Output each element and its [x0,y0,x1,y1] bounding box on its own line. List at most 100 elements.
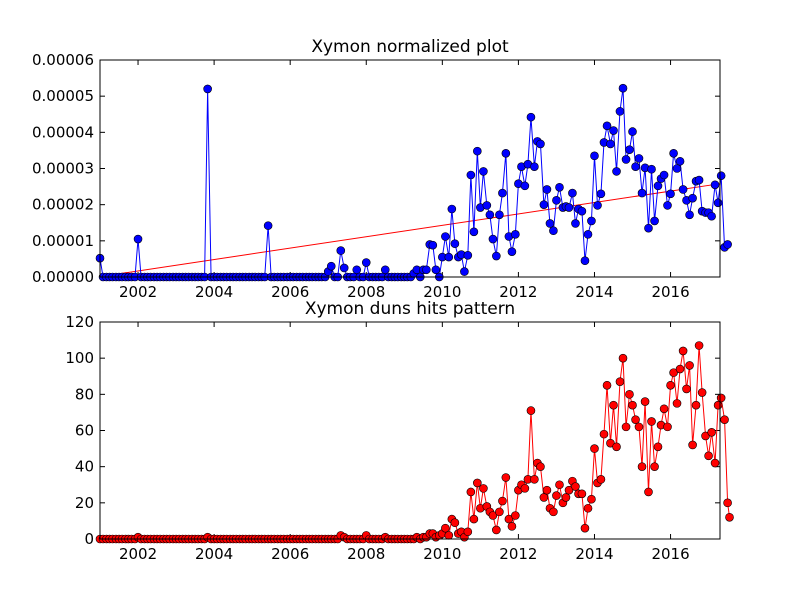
data-point [659,170,669,180]
x-tick-label: 2008 [347,283,385,301]
data-point [545,219,555,228]
data-point [450,239,460,249]
data-point [653,181,663,191]
data-point [485,210,495,220]
y-tick-label: 0.00004 [32,123,94,141]
data-point [628,400,637,410]
data-point [504,514,514,524]
y-tick-label: 120 [65,313,94,331]
x-tick-label: 2010 [423,545,461,563]
x-tick-label: 2004 [195,283,233,301]
data-point [539,493,549,502]
data-point [463,251,473,260]
data-point [599,429,609,439]
y-tick-label: 0.00003 [32,160,94,178]
x-tick-label: 2008 [347,545,385,563]
data-point [488,511,498,520]
data-point [612,442,621,452]
data-point [479,484,488,493]
data-point [466,487,476,497]
data-point [580,256,590,266]
data-point [583,503,593,513]
data-point [263,221,273,230]
data-point [473,478,482,488]
data-point [628,127,637,136]
data-point [552,196,561,205]
data-point [713,400,723,410]
data-point [644,487,653,497]
trend-line [99,183,721,278]
data-point [590,151,599,161]
data-point [666,189,675,199]
data-point [704,451,713,461]
x-tick-label: 2014 [575,545,613,563]
data-point [450,518,460,528]
data-point [422,265,431,275]
data-point [203,84,212,94]
data-point [634,422,644,432]
data-point [530,162,539,171]
data-point [361,258,371,267]
data-point [612,167,621,176]
data-point [498,496,507,506]
data-point [618,83,628,93]
data-point [688,440,697,450]
data-point [473,146,482,156]
data-point [631,415,640,424]
data-point [653,442,663,452]
data-point [555,480,564,490]
y-tick-label: 40 [75,458,94,476]
data-point [479,167,488,176]
plot-frame [99,321,721,540]
data-point [716,393,726,403]
data-point [606,139,615,149]
x-tick-label: 2012 [499,545,537,563]
data-point [568,188,577,198]
data-point [571,219,580,228]
data-point [498,188,507,198]
data-point [549,226,558,236]
data-point [511,511,520,520]
y-tick-label: 0 [84,530,94,548]
data-point [577,206,587,216]
data-point [577,489,587,499]
data-point [697,388,707,397]
data-point [615,377,625,386]
data-point [536,139,545,149]
data-point [596,189,606,199]
series-line [99,88,728,279]
data-point [682,384,691,394]
data-point [495,507,504,517]
data-point [380,265,390,275]
data-point [725,512,734,522]
data-point [526,406,536,415]
data-point [650,462,659,471]
x-tick-label: 2012 [499,283,537,301]
data-point [561,493,571,502]
data-point [447,204,457,214]
data-point [428,240,438,250]
y-tick-label: 100 [65,349,94,367]
y-tick-label: 20 [75,494,94,512]
data-point [444,252,454,262]
y-tick-label: 80 [75,385,94,403]
data-point [441,232,450,241]
data-point [650,216,659,226]
data-point [339,263,349,273]
data-point [530,475,539,484]
data-point [659,404,669,414]
data-point [501,149,511,158]
data-point [469,514,479,524]
data-point [482,201,492,210]
data-point [536,462,545,471]
data-point [492,525,501,535]
y-tick-label: 0.00005 [32,87,94,105]
data-point [580,523,590,533]
plot-frame [99,59,721,278]
data-point [694,175,704,185]
data-point [352,265,362,275]
data-point [596,475,606,484]
data-point [511,230,520,239]
data-point [621,155,631,164]
data-point [539,200,549,209]
